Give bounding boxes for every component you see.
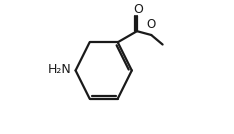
- Text: O: O: [133, 3, 143, 16]
- Text: H₂N: H₂N: [47, 63, 71, 76]
- Text: O: O: [146, 18, 155, 31]
